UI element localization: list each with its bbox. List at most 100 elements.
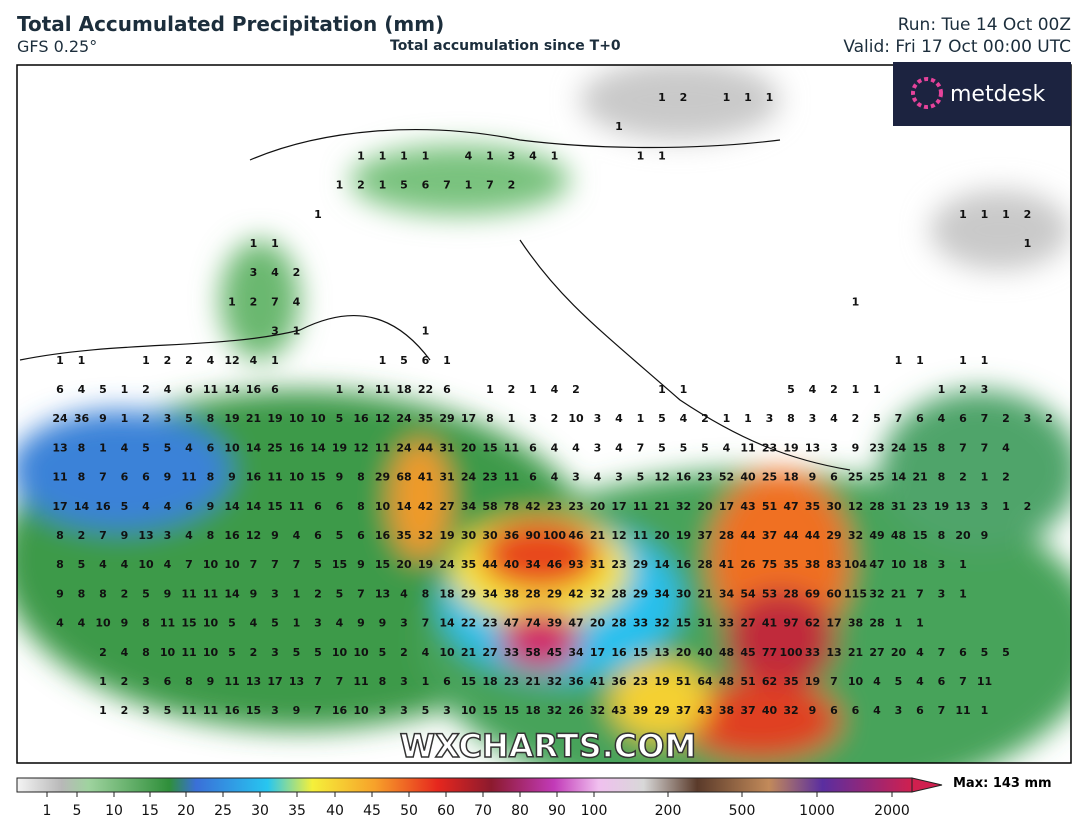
precip-value: 8 xyxy=(142,646,150,659)
colorbar-tick-label: 5 xyxy=(73,803,82,819)
precip-value: 5 xyxy=(637,471,645,484)
precip-value: 3 xyxy=(314,617,322,630)
precip-value: 5 xyxy=(400,179,408,192)
precip-value: 9 xyxy=(809,471,817,484)
precip-value: 7 xyxy=(830,675,838,688)
precip-value: 5 xyxy=(981,646,989,659)
precip-value: 2 xyxy=(830,383,838,396)
precip-value: 36 xyxy=(504,529,520,542)
precip-value: 32 xyxy=(547,704,562,717)
precip-value: 4 xyxy=(873,675,881,688)
precip-value: 13 xyxy=(289,675,304,688)
precip-value: 24 xyxy=(439,558,455,571)
precip-value: 3 xyxy=(830,441,838,454)
precip-value: 8 xyxy=(207,529,215,542)
precip-value: 7 xyxy=(271,558,279,571)
precip-value: 18 xyxy=(783,471,798,484)
precip-value: 4 xyxy=(293,529,301,542)
precip-value: 2 xyxy=(852,412,860,425)
precip-value: 30 xyxy=(676,587,692,600)
precip-value: 12 xyxy=(353,441,368,454)
precip-value: 39 xyxy=(547,617,562,630)
precip-value: 9 xyxy=(207,675,215,688)
title: Total Accumulated Precipitation (mm) xyxy=(17,12,445,36)
precip-value: 3 xyxy=(400,704,408,717)
precip-value: 3 xyxy=(981,500,989,513)
precip-value: 9 xyxy=(99,412,107,425)
precip-value: 28 xyxy=(783,587,798,600)
precip-value: 1 xyxy=(658,91,666,104)
precip-value: 4 xyxy=(207,354,215,367)
colorbar-tick-label: 1 xyxy=(43,803,52,819)
precip-value: 20 xyxy=(590,500,606,513)
precip-value: 32 xyxy=(590,704,605,717)
precip-value: 2 xyxy=(357,383,365,396)
precip-value: 54 xyxy=(740,587,756,600)
precip-value: 97 xyxy=(783,617,798,630)
precip-value: 14 xyxy=(246,500,262,513)
precip-value: 19 xyxy=(439,529,454,542)
precip-value: 4 xyxy=(615,412,623,425)
precip-value: 19 xyxy=(934,500,949,513)
precip-value: 2 xyxy=(1002,471,1010,484)
precip-value: 17 xyxy=(590,646,605,659)
precip-value: 12 xyxy=(375,412,390,425)
precip-value: 4 xyxy=(78,617,86,630)
precip-value: 9 xyxy=(164,587,172,600)
precip-value: 1 xyxy=(336,383,344,396)
precip-value: 3 xyxy=(400,617,408,630)
precip-value: 4 xyxy=(185,529,193,542)
precip-value: 32 xyxy=(783,704,798,717)
precip-value: 32 xyxy=(676,500,691,513)
precip-value: 47 xyxy=(568,617,583,630)
precip-value: 41 xyxy=(762,617,777,630)
precip-value: 21 xyxy=(912,471,927,484)
map-background xyxy=(17,65,1071,763)
precip-value: 37 xyxy=(740,704,755,717)
precip-value: 1 xyxy=(658,149,666,162)
precip-value: 13 xyxy=(654,646,669,659)
precip-value: 10 xyxy=(224,441,240,454)
precip-value: 6 xyxy=(164,675,172,688)
precip-value: 8 xyxy=(938,471,946,484)
precip-value: 14 xyxy=(439,617,455,630)
precip-value: 12 xyxy=(654,471,669,484)
precip-value: 5 xyxy=(99,383,107,396)
precip-value: 1 xyxy=(78,354,86,367)
precip-value: 48 xyxy=(891,529,906,542)
precip-value: 2 xyxy=(959,383,967,396)
precip-value: 5 xyxy=(680,441,688,454)
precip-value: 40 xyxy=(697,646,713,659)
precip-value: 42 xyxy=(525,500,540,513)
precip-value: 24 xyxy=(891,441,907,454)
precip-value: 1 xyxy=(379,179,387,192)
precip-value: 3 xyxy=(508,149,516,162)
precip-value: 15 xyxy=(267,500,282,513)
precip-value: 11 xyxy=(203,704,218,717)
precip-value: 3 xyxy=(615,471,623,484)
precip-value: 4 xyxy=(465,149,473,162)
precip-value: 2 xyxy=(121,587,129,600)
precip-value: 5 xyxy=(400,354,408,367)
precip-value: 28 xyxy=(525,587,540,600)
precip-value: 48 xyxy=(719,646,734,659)
colorbar-tick-label: 10 xyxy=(105,803,123,819)
precip-value: 1 xyxy=(916,617,924,630)
precip-value: 7 xyxy=(959,675,967,688)
precip-value: 14 xyxy=(74,500,90,513)
precip-value: 26 xyxy=(740,558,756,571)
precip-value: 20 xyxy=(461,441,477,454)
precip-value: 11 xyxy=(267,471,282,484)
precip-value: 7 xyxy=(637,441,645,454)
precip-value: 19 xyxy=(676,529,691,542)
precip-value: 21 xyxy=(246,412,261,425)
precip-value: 10 xyxy=(439,646,455,659)
precip-value: 11 xyxy=(504,441,519,454)
precip-value: 3 xyxy=(271,325,279,338)
precip-value: 44 xyxy=(805,529,821,542)
precip-value: 1 xyxy=(766,91,774,104)
precip-value: 8 xyxy=(938,441,946,454)
colorbar-tick-label: 35 xyxy=(288,803,306,819)
precip-value: 2 xyxy=(250,295,258,308)
precip-value: 3 xyxy=(443,704,451,717)
